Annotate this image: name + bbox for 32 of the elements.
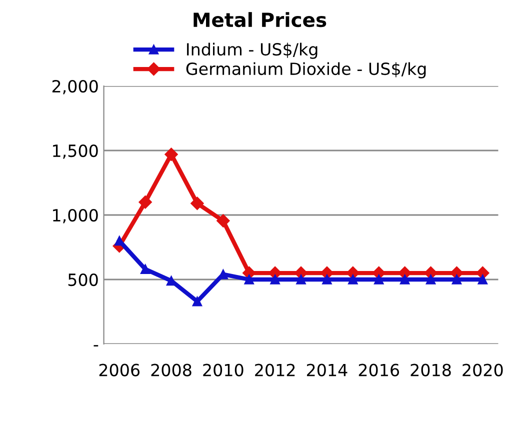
x-tick-label: 2012 <box>255 364 295 376</box>
point <box>374 274 384 284</box>
point <box>322 274 332 284</box>
point <box>190 196 204 210</box>
y-tick-label: 500 <box>68 273 98 286</box>
point <box>478 274 488 284</box>
point <box>192 296 202 306</box>
x-tick-label: 2018 <box>410 364 451 376</box>
point <box>244 274 254 284</box>
y-tick-label: 1,000 <box>53 208 98 224</box>
point <box>140 264 150 274</box>
x-tick-label: 2016 <box>358 364 400 376</box>
point <box>216 214 230 228</box>
point <box>426 274 436 284</box>
point <box>452 274 462 284</box>
point <box>164 148 178 161</box>
chart-title: Metal Prices <box>194 12 326 28</box>
legend-label: Indium - US$/kg <box>187 42 318 59</box>
y-tick-label: - <box>94 345 98 346</box>
x-tick-label: 2014 <box>306 364 348 376</box>
point <box>348 274 358 284</box>
x-tick-label: 2006 <box>99 364 140 376</box>
point <box>138 196 152 209</box>
x-tick-label: 2010 <box>203 364 244 376</box>
x-tick-label: 2008 <box>151 364 192 376</box>
point <box>400 274 410 284</box>
legend-label: Germanium Dioxide - US$/kg <box>186 62 426 78</box>
point <box>270 274 280 284</box>
point <box>296 274 306 284</box>
y-tick-label: 1,500 <box>53 144 98 159</box>
y-tick-label: 2,000 <box>52 80 98 94</box>
x-tick-label: 2020 <box>462 364 503 376</box>
